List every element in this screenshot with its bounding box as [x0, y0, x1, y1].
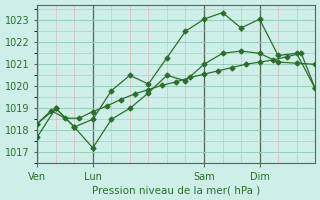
X-axis label: Pression niveau de la mer( hPa ): Pression niveau de la mer( hPa )	[92, 185, 260, 195]
